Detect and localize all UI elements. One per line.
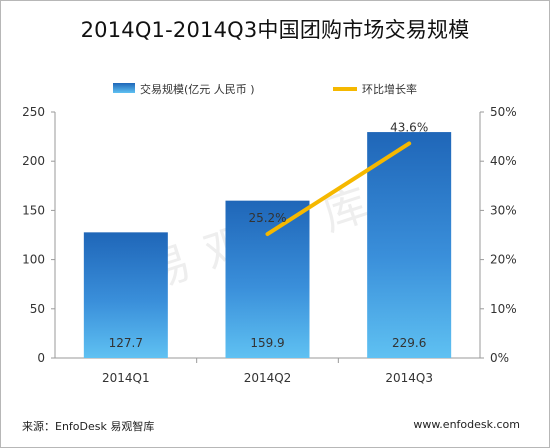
y-right-tick-label: 0% xyxy=(490,351,509,365)
y-right-tick-label: 30% xyxy=(490,203,517,217)
legend-bar-swatch xyxy=(113,83,135,93)
bar-value-label: 229.6 xyxy=(392,336,426,350)
growth-line xyxy=(265,141,412,237)
growth-value-label: 25.2% xyxy=(248,211,286,225)
bar-value-label: 159.9 xyxy=(250,336,284,350)
website-link: www.enfodesk.com xyxy=(413,418,520,431)
legend-bar-label: 交易规模(亿元 人民币 ) xyxy=(140,82,255,96)
y-left-tick-label: 50 xyxy=(30,302,45,316)
y-right-tick-label: 10% xyxy=(490,302,517,316)
x-tick-label: 2014Q2 xyxy=(244,371,292,385)
chart-title: 2014Q1-2014Q3中国团购市场交易规模 xyxy=(80,18,470,42)
y-right-tick-label: 50% xyxy=(490,105,517,119)
growth-line-path xyxy=(265,141,412,237)
y-right-tick-label: 40% xyxy=(490,154,517,168)
y-right-tick-label: 20% xyxy=(490,253,517,267)
data-labels: 127.7 159.9 229.6 25.2% 43.6% xyxy=(109,120,429,350)
bars xyxy=(83,132,452,358)
y-left-tick-label: 0 xyxy=(37,351,45,365)
legend: 交易规模(亿元 人民币 ) 环比增长率 xyxy=(113,82,417,96)
bar-2014Q1 xyxy=(83,232,168,358)
x-tick-label: 2014Q1 xyxy=(102,371,150,385)
y-left-tick-label: 200 xyxy=(22,154,45,168)
bar-2014Q2 xyxy=(225,200,310,358)
y-left-tick-label: 250 xyxy=(22,105,45,119)
y-left-tick-label: 150 xyxy=(22,203,45,217)
y-left-tick-label: 100 xyxy=(22,253,45,267)
legend-line-label: 环比增长率 xyxy=(362,82,417,96)
x-tick-label: 2014Q3 xyxy=(385,371,433,385)
bar-value-label: 127.7 xyxy=(109,336,143,350)
growth-value-label: 43.6% xyxy=(390,120,428,134)
bar-2014Q3 xyxy=(367,132,452,358)
source-note: 来源：EnfoDesk 易观智库 xyxy=(22,420,155,433)
